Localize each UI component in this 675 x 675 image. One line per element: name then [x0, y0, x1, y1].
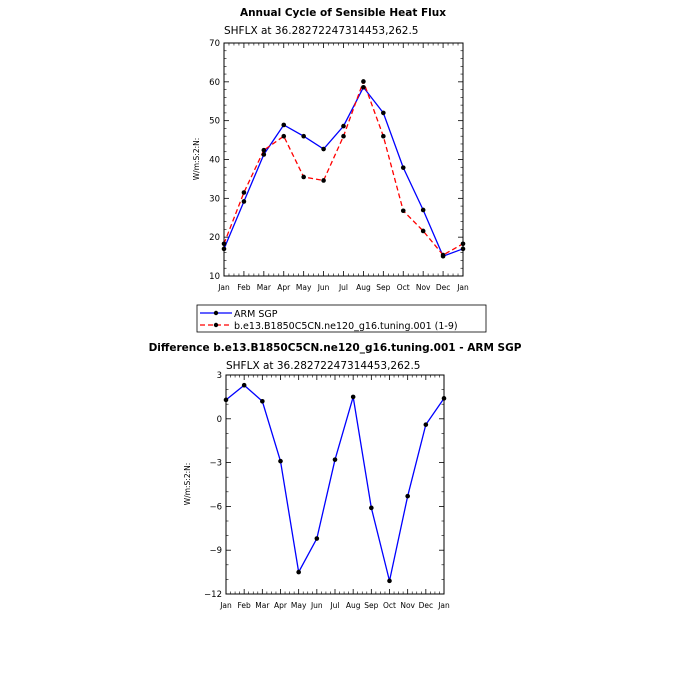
x-tick-label: Oct [383, 601, 396, 610]
x-tick-label: Jul [338, 283, 348, 292]
data-point [400, 208, 406, 214]
x-tick-label: May [296, 283, 312, 292]
y-axis-label: W/m:S:2:N: [192, 138, 201, 181]
x-tick-label: Mar [255, 601, 270, 610]
data-point [440, 252, 446, 258]
data-point [361, 84, 366, 90]
y-tick-label: −3 [209, 459, 222, 469]
axis-ticks: Jan Feb Mar Apr May Jun Jul Aug Sep Oct Nov Dec Jan−… [204, 371, 450, 610]
data-point [381, 133, 386, 139]
chart-subtitle: SHFLX at 36.28272247314453,262.5 [226, 360, 421, 372]
x-tick-label: Nov [400, 601, 415, 610]
y-tick-label: 3 [217, 371, 222, 381]
x-tick-label: Dec [419, 601, 434, 610]
chart-title: Annual Cycle of Sensible Heat Flux [240, 7, 446, 19]
y-tick-label: 20 [209, 233, 220, 243]
x-tick-label: Jul [329, 601, 339, 610]
data-point [260, 398, 265, 404]
x-tick-label: Aug [346, 601, 361, 610]
data-point [460, 246, 466, 252]
data-point [278, 458, 283, 464]
difference-chart: Difference b.e13.B1850C5CN.ne120_g16.tun… [149, 342, 522, 610]
y-tick-label: −6 [209, 502, 222, 512]
chart-legend: ARM SGP b.e13.B1850C5CN.ne120_g16.tuning… [196, 304, 487, 333]
data-point [261, 147, 267, 153]
x-tick-label: Apr [277, 283, 291, 292]
data-point [332, 457, 338, 462]
y-tick-label: 30 [209, 194, 220, 204]
data-point [341, 133, 346, 139]
x-tick-label: Dec [436, 283, 451, 292]
y-tick-label: 40 [209, 156, 220, 166]
x-tick-label: Jan [217, 283, 230, 292]
x-tick-label: Feb [237, 283, 251, 292]
data-point [301, 133, 306, 139]
x-tick-label: May [291, 601, 307, 610]
x-tick-label: Apr [274, 601, 288, 610]
data-point [221, 241, 227, 247]
series-group [221, 79, 466, 259]
x-tick-label: Jan [437, 601, 450, 610]
x-tick-label: Nov [416, 283, 431, 292]
chart-subtitle: SHFLX at 36.28272247314453,262.5 [224, 25, 419, 37]
legend-marker-model [213, 322, 219, 328]
y-tick-label: 0 [217, 415, 222, 425]
x-tick-label: Jan [456, 283, 469, 292]
data-point [361, 79, 366, 84]
data-point [261, 152, 267, 157]
series-line [223, 79, 464, 256]
x-tick-label: Jan [219, 601, 232, 610]
series-line [223, 86, 464, 258]
data-point [350, 394, 356, 400]
data-point [296, 569, 301, 575]
data-point [400, 165, 406, 170]
x-tick-label: Jun [317, 283, 330, 292]
chart-title: Difference b.e13.B1850C5CN.ne120_g16.tun… [149, 342, 522, 354]
data-point [301, 174, 306, 180]
y-tick-label: 60 [209, 78, 220, 88]
annual-cycle-chart: Annual Cycle of Sensible Heat Flux SHFLX… [192, 7, 469, 292]
axis-ticks: Jan Feb Mar Apr May Jun Jul Aug Sep Oct Nov Dec Jan1… [209, 39, 469, 292]
y-tick-label: 10 [209, 272, 220, 282]
x-tick-label: Sep [376, 283, 390, 292]
legend-box [196, 304, 487, 333]
data-point [281, 122, 287, 128]
data-point [381, 110, 386, 116]
x-tick-label: Feb [238, 601, 252, 610]
y-tick-label: 70 [209, 39, 220, 49]
data-point [241, 382, 247, 388]
x-tick-label: Oct [397, 283, 410, 292]
data-point [341, 123, 346, 129]
legend-marker-arm [213, 310, 219, 316]
data-point [321, 146, 326, 152]
y-tick-label: −9 [209, 546, 222, 556]
y-tick-label: −12 [204, 590, 222, 600]
series-group [223, 382, 447, 584]
x-tick-label: Sep [364, 601, 378, 610]
data-point [441, 396, 447, 401]
y-axis-label: W/m:S:2:N: [183, 463, 192, 506]
data-point [241, 190, 247, 195]
data-point [241, 199, 247, 204]
data-point [460, 241, 466, 247]
data-point [321, 178, 326, 183]
data-point [420, 207, 426, 213]
x-tick-label: Mar [257, 283, 272, 292]
x-tick-label: Jun [310, 601, 323, 610]
legend-label-model: b.e13.B1850C5CN.ne120_g16.tuning.001 (1-… [234, 321, 458, 332]
data-point [387, 578, 392, 584]
data-point [223, 397, 229, 403]
legend-label-arm: ARM SGP [234, 309, 278, 320]
x-tick-label: Aug [356, 283, 371, 292]
data-point [405, 493, 410, 499]
data-point [314, 536, 320, 541]
y-tick-label: 50 [209, 117, 220, 127]
data-point [281, 133, 287, 139]
data-point [420, 228, 426, 234]
data-point [221, 246, 227, 252]
data-point [423, 422, 429, 427]
data-point [369, 505, 374, 511]
series-line [225, 384, 445, 582]
